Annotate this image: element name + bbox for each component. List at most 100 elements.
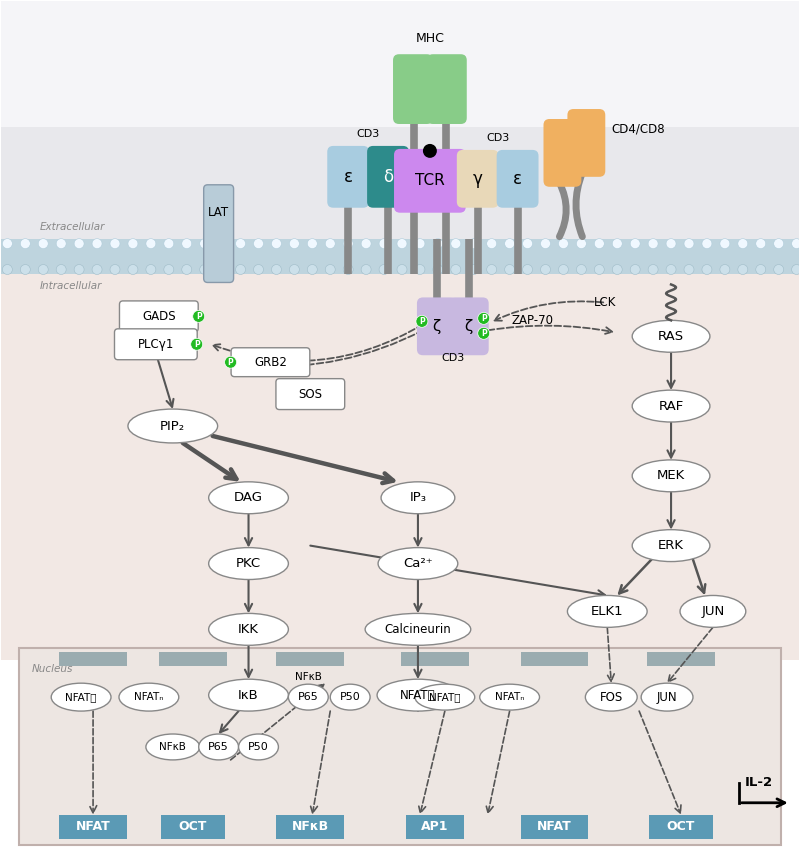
Text: ζ: ζ [465, 318, 473, 334]
Circle shape [486, 265, 497, 275]
FancyBboxPatch shape [427, 54, 466, 124]
Bar [2, 2, 798, 127]
Circle shape [505, 265, 514, 275]
Ellipse shape [51, 683, 111, 711]
Circle shape [200, 239, 210, 248]
Ellipse shape [209, 679, 288, 711]
Text: DAG: DAG [234, 491, 263, 504]
Text: δ: δ [383, 168, 393, 186]
Circle shape [218, 239, 228, 248]
Text: ELK1: ELK1 [591, 605, 623, 618]
FancyBboxPatch shape [327, 146, 369, 208]
Circle shape [56, 265, 66, 275]
Bar [2, 2, 798, 239]
FancyBboxPatch shape [567, 109, 606, 177]
Circle shape [235, 239, 246, 248]
Text: NFAT: NFAT [537, 820, 572, 833]
Circle shape [541, 265, 550, 275]
Text: NFκB: NFκB [295, 672, 322, 682]
Circle shape [792, 239, 800, 248]
Bar [521, 815, 588, 839]
Circle shape [478, 327, 490, 339]
Circle shape [774, 265, 784, 275]
Text: SOS: SOS [298, 388, 322, 401]
FancyBboxPatch shape [367, 146, 409, 208]
Circle shape [478, 312, 490, 324]
Text: ζ: ζ [433, 318, 441, 334]
Text: Calcineurin: Calcineurin [385, 623, 451, 636]
Ellipse shape [198, 734, 238, 760]
Text: GRB2: GRB2 [254, 356, 287, 369]
Circle shape [2, 239, 12, 248]
Ellipse shape [632, 460, 710, 492]
Text: AP1: AP1 [421, 820, 449, 833]
Text: P65: P65 [298, 693, 318, 702]
Circle shape [74, 265, 84, 275]
Circle shape [756, 239, 766, 248]
Text: PLCγ1: PLCγ1 [138, 338, 174, 351]
Circle shape [218, 265, 228, 275]
Text: IL-2: IL-2 [745, 776, 773, 789]
Circle shape [146, 239, 156, 248]
Circle shape [666, 265, 676, 275]
Circle shape [164, 265, 174, 275]
Circle shape [343, 239, 353, 248]
Circle shape [594, 265, 604, 275]
Circle shape [415, 265, 425, 275]
Bar [277, 652, 344, 666]
Circle shape [702, 265, 712, 275]
Circle shape [541, 239, 550, 248]
Circle shape [522, 265, 533, 275]
Text: CD3: CD3 [486, 133, 510, 143]
Ellipse shape [641, 683, 693, 711]
Ellipse shape [209, 482, 288, 514]
Text: P: P [194, 340, 199, 348]
Text: NFATₙ: NFATₙ [134, 693, 163, 702]
Ellipse shape [288, 684, 328, 710]
Text: JUN: JUN [702, 605, 725, 618]
Circle shape [92, 265, 102, 275]
Text: P: P [419, 317, 425, 326]
Ellipse shape [415, 684, 474, 710]
Text: CD3: CD3 [357, 129, 380, 139]
Circle shape [720, 239, 730, 248]
Circle shape [379, 239, 389, 248]
Circle shape [290, 265, 299, 275]
Circle shape [576, 239, 586, 248]
FancyBboxPatch shape [417, 297, 457, 355]
Circle shape [397, 265, 407, 275]
Text: ε: ε [344, 168, 353, 186]
Ellipse shape [119, 683, 178, 711]
Text: IKK: IKK [238, 623, 259, 636]
Text: NFATₙ: NFATₙ [495, 693, 524, 702]
Ellipse shape [209, 614, 288, 645]
Circle shape [738, 265, 748, 275]
Text: Ca²⁺: Ca²⁺ [403, 557, 433, 570]
Text: ε: ε [513, 169, 522, 187]
Text: P: P [228, 358, 234, 366]
Text: GADS: GADS [142, 310, 176, 323]
Text: FOS: FOS [600, 691, 623, 704]
Circle shape [702, 239, 712, 248]
Ellipse shape [330, 684, 370, 710]
Text: P50: P50 [340, 693, 361, 702]
Circle shape [307, 265, 318, 275]
Circle shape [397, 239, 407, 248]
Circle shape [720, 265, 730, 275]
Circle shape [193, 311, 205, 323]
Ellipse shape [238, 734, 278, 760]
Bar [647, 652, 715, 666]
FancyBboxPatch shape [114, 329, 198, 360]
Ellipse shape [365, 614, 470, 645]
Text: IP₃: IP₃ [410, 491, 426, 504]
Ellipse shape [586, 683, 637, 711]
Text: Extracellular: Extracellular [39, 222, 105, 232]
Text: RAF: RAF [658, 400, 684, 413]
Ellipse shape [480, 684, 539, 710]
Circle shape [379, 265, 389, 275]
Circle shape [110, 239, 120, 248]
Text: Intracellular: Intracellular [39, 282, 102, 291]
Text: CD3: CD3 [441, 354, 465, 363]
Ellipse shape [567, 596, 647, 627]
Text: NFAT: NFAT [76, 820, 110, 833]
